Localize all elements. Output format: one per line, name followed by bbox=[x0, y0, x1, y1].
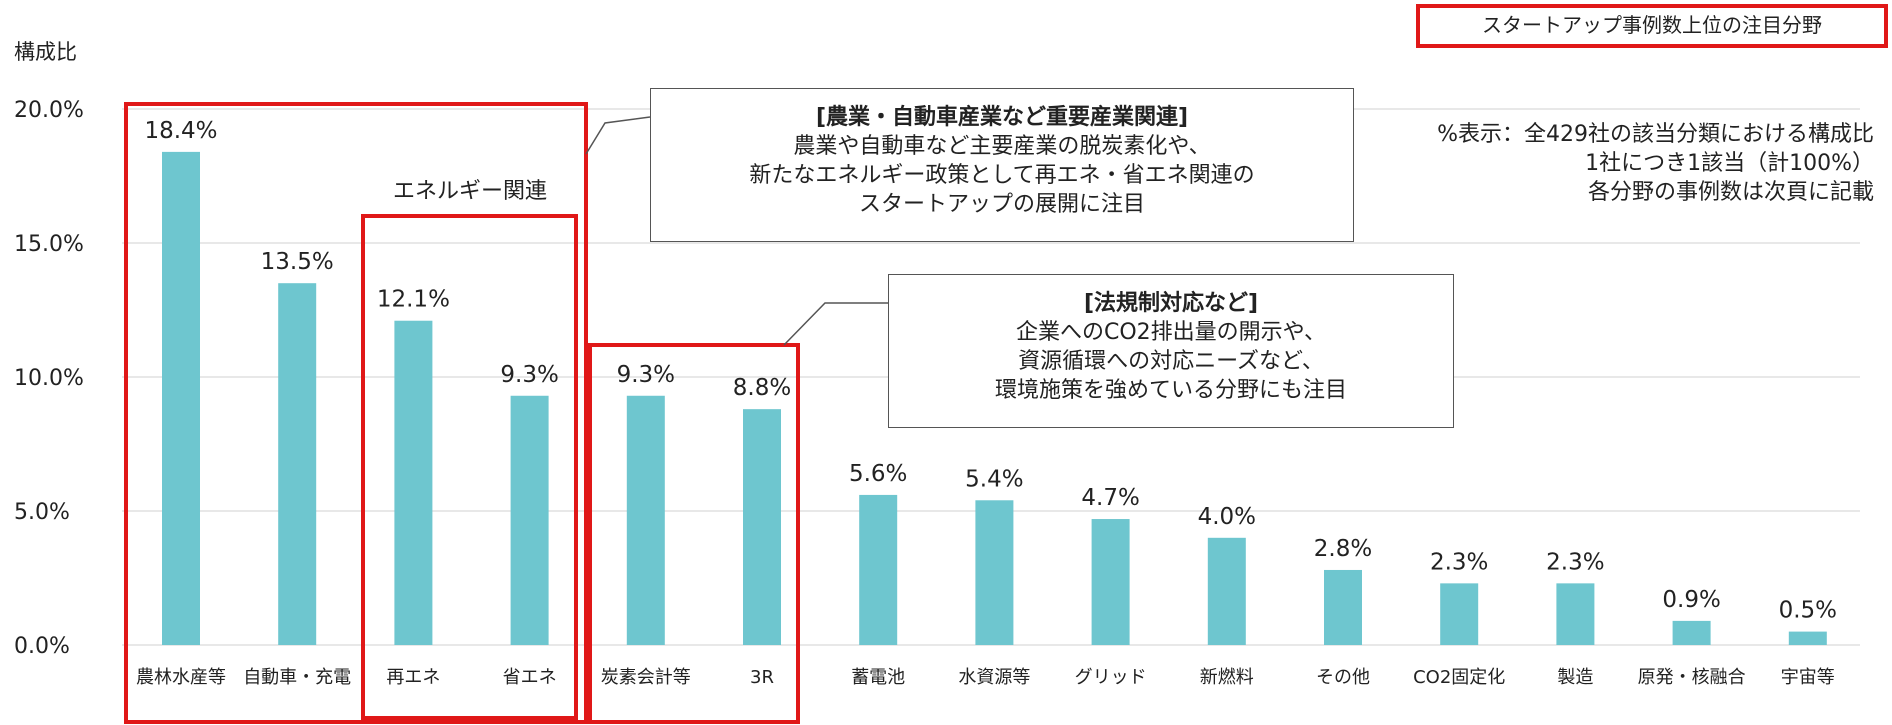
chart-note: %表示：全429社の該当分類における構成比 1社につき1該当（計100%） 各分… bbox=[1254, 120, 1874, 207]
callout-industry-leader bbox=[585, 116, 651, 155]
chart-note-line: %表示：全429社の該当分類における構成比 bbox=[1437, 122, 1874, 147]
x-tick-label: CO2固定化 bbox=[1413, 667, 1505, 688]
callout-regulation: [法規制対応など] 企業へのCO2排出量の開示や、 資源循環への対応ニーズなど、… bbox=[888, 274, 1454, 428]
data-label: 2.3% bbox=[1546, 549, 1604, 575]
x-tick-label: 製造 bbox=[1557, 667, 1593, 688]
callout-regulation-line: 資源循環への対応ニーズなど、 bbox=[1018, 349, 1324, 374]
y-tick-label: 15.0% bbox=[14, 232, 84, 257]
chart-note-line: 1社につき1該当（計100%） bbox=[1585, 151, 1874, 176]
bar bbox=[1324, 569, 1362, 645]
data-label: 0.9% bbox=[1662, 587, 1720, 613]
callout-industry-line: 農業や自動車など主要産業の脱炭素化や、 bbox=[793, 134, 1211, 159]
bar bbox=[1672, 620, 1711, 645]
data-label: 0.5% bbox=[1779, 598, 1837, 624]
x-tick-label: 自動車・充電 bbox=[243, 667, 351, 688]
callout-regulation-leader bbox=[783, 302, 888, 346]
x-tick-label: 新燃料 bbox=[1200, 667, 1254, 688]
x-tick-label: 原発・核融合 bbox=[1638, 667, 1746, 688]
bar bbox=[1440, 583, 1479, 645]
bar bbox=[278, 283, 317, 645]
bar bbox=[394, 320, 433, 645]
callout-industry-title: [農業・自動車産業など重要産業関連] bbox=[815, 105, 1189, 130]
x-tick-label: 3R bbox=[750, 667, 774, 688]
focus-areas-badge: スタートアップ事例数上位の注目分野 bbox=[1416, 4, 1888, 48]
bar bbox=[1556, 583, 1595, 645]
callout-industry-line: スタートアップの展開に注目 bbox=[858, 192, 1145, 217]
data-label: 2.8% bbox=[1314, 536, 1372, 562]
data-label: 5.4% bbox=[965, 466, 1023, 492]
bar bbox=[510, 395, 549, 645]
bar bbox=[1091, 519, 1130, 645]
y-tick-label: 10.0% bbox=[14, 366, 84, 391]
callout-regulation-title: [法規制対応など] bbox=[1083, 291, 1259, 316]
x-tick-label: 再エネ bbox=[386, 667, 440, 688]
y-tick-label: 5.0% bbox=[14, 500, 70, 525]
data-label: 13.5% bbox=[261, 249, 334, 275]
callout-industry-line: 新たなエネルギー政策として再エネ・省エネ関連の bbox=[749, 163, 1255, 188]
data-label: 8.8% bbox=[733, 375, 791, 401]
highlight-regulation-group bbox=[588, 343, 800, 724]
callout-regulation-line: 環境施策を強めている分野にも注目 bbox=[994, 378, 1347, 403]
x-tick-label: グリッド bbox=[1075, 667, 1147, 688]
bar bbox=[162, 151, 200, 645]
bar bbox=[859, 494, 898, 645]
bar bbox=[743, 409, 781, 645]
data-label: 4.0% bbox=[1198, 504, 1256, 530]
bar bbox=[1788, 631, 1827, 645]
x-tick-label: 省エネ bbox=[503, 667, 557, 688]
data-label: 12.1% bbox=[377, 287, 450, 313]
data-label: 5.6% bbox=[849, 461, 907, 487]
data-label: 2.3% bbox=[1430, 549, 1488, 575]
bar bbox=[1207, 537, 1246, 645]
y-axis-title: 構成比 bbox=[14, 40, 77, 64]
x-tick-label: 水資源等 bbox=[958, 667, 1030, 688]
x-tick-label: 蓄電池 bbox=[851, 667, 905, 688]
chart-note-line: 各分野の事例数は次頁に記載 bbox=[1587, 180, 1874, 205]
bar bbox=[975, 500, 1014, 645]
bar bbox=[626, 395, 665, 645]
x-tick-label: 炭素会計等 bbox=[601, 667, 691, 688]
x-tick-label: その他 bbox=[1316, 667, 1370, 688]
y-tick-label: 0.0% bbox=[14, 634, 70, 659]
highlight-industry-group bbox=[124, 102, 588, 724]
x-tick-label: 宇宙等 bbox=[1781, 667, 1835, 688]
callout-regulation-line: 企業へのCO2排出量の開示や、 bbox=[1015, 320, 1327, 345]
data-label: 4.7% bbox=[1081, 485, 1139, 511]
y-tick-label: 20.0% bbox=[14, 98, 84, 123]
highlight-energy-group bbox=[361, 214, 578, 720]
callout-industry: [農業・自動車産業など重要産業関連] 農業や自動車など主要産業の脱炭素化や、 新… bbox=[650, 88, 1354, 242]
energy-group-label: エネルギー関連 bbox=[393, 179, 547, 204]
data-label: 18.4% bbox=[144, 118, 217, 144]
data-label: 9.3% bbox=[500, 362, 558, 388]
x-tick-label: 農林水産等 bbox=[136, 667, 226, 688]
data-label: 9.3% bbox=[617, 362, 675, 388]
